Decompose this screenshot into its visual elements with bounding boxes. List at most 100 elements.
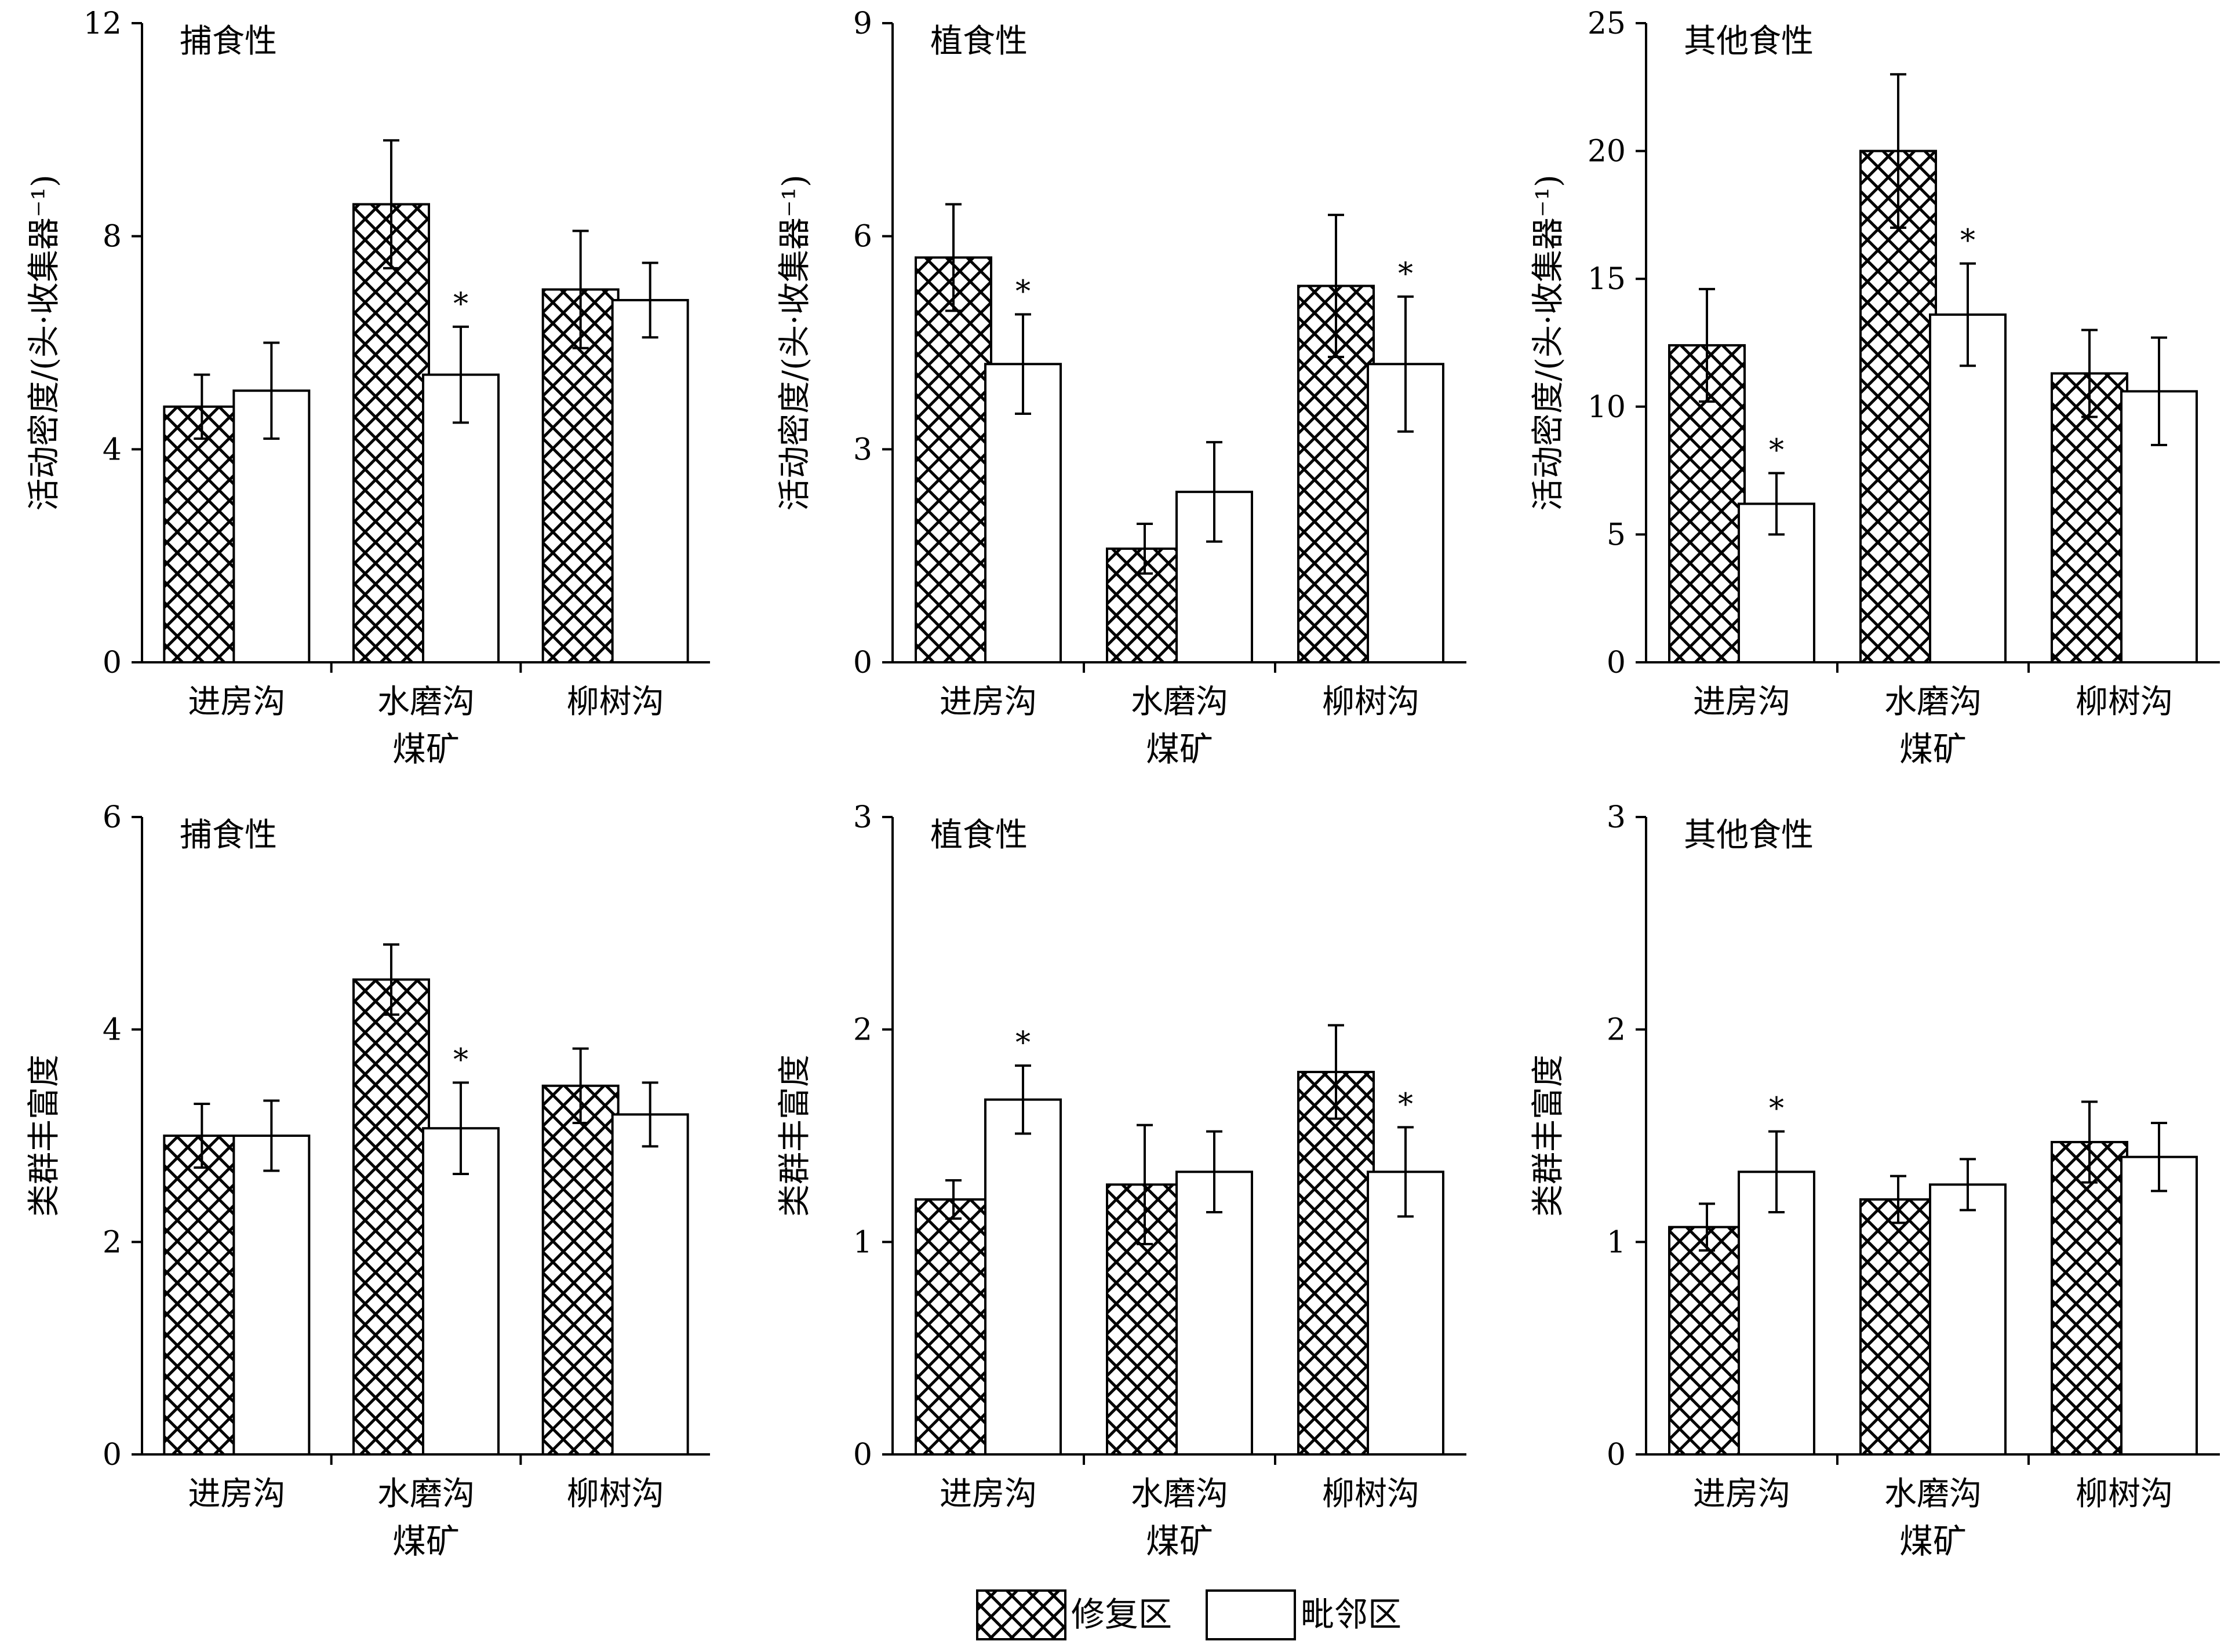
x-tick-label: 水磨沟	[1884, 683, 1982, 721]
x-axis-label: 煤矿	[1146, 1522, 1213, 1561]
bar-adjacent-1	[232, 1135, 311, 1456]
bar-adjacent-2	[1175, 1170, 1253, 1456]
bar-restored-1	[163, 405, 241, 663]
bar-adjacent-1	[1738, 1170, 1815, 1456]
y-tick-label: 12	[83, 6, 122, 41]
significance-star: *	[1769, 433, 1784, 468]
y-tick-label: 20	[1588, 134, 1626, 169]
y-tick-label: 2	[853, 1013, 872, 1048]
y-tick-label: 6	[853, 220, 872, 254]
bar-restored-3	[1297, 1071, 1375, 1456]
y-axis-label: 类群丰富度	[776, 1055, 814, 1217]
bar-restored-1	[915, 1198, 992, 1456]
significance-star: *	[1398, 257, 1413, 291]
y-tick-label: 3	[853, 432, 872, 467]
x-tick-label: 进房沟	[188, 1475, 285, 1513]
significance-star: *	[1769, 1092, 1784, 1126]
x-tick-label: 水磨沟	[377, 683, 475, 721]
bar-adjacent-3	[611, 1113, 689, 1456]
x-axis-label: 煤矿	[1146, 730, 1213, 769]
y-tick-label: 0	[1607, 1438, 1626, 1472]
bar-restored-2	[352, 203, 430, 663]
x-axis-label: 煤矿	[1899, 1522, 1967, 1561]
legend-label-restored: 修复区	[1071, 1595, 1172, 1634]
y-tick-label: 15	[1588, 262, 1626, 297]
bar-adjacent-3	[2120, 1155, 2198, 1456]
y-tick-label: 4	[103, 1013, 122, 1048]
significance-star: *	[1398, 1087, 1413, 1122]
significance-star: *	[453, 287, 468, 322]
y-axis-label: 类群丰富度	[26, 1055, 63, 1217]
y-tick-label: 1	[853, 1225, 872, 1260]
bar-restored-3	[541, 1084, 620, 1456]
y-tick-label: 10	[1588, 390, 1626, 425]
x-tick-label: 水磨沟	[1884, 1475, 1982, 1513]
y-tick-label: 2	[1607, 1013, 1626, 1048]
y-tick-label: 9	[853, 6, 872, 41]
bar-adjacent-2	[1929, 1183, 2007, 1456]
panel-title: 植食性	[930, 816, 1028, 854]
x-tick-label: 进房沟	[188, 683, 285, 721]
x-axis-label: 煤矿	[392, 730, 460, 769]
bar-restored-2	[1859, 149, 1937, 664]
panel-title: 植食性	[930, 23, 1028, 60]
panel-title: 捕食性	[180, 23, 277, 60]
x-tick-label: 进房沟	[940, 683, 1037, 721]
x-tick-label: 柳树沟	[567, 683, 664, 721]
bar-restored-1	[163, 1135, 241, 1456]
bar-restored-2	[1859, 1198, 1937, 1456]
legend-label-adjacent: 毗邻区	[1301, 1595, 1401, 1634]
x-tick-label: 柳树沟	[1322, 683, 1419, 721]
significance-star: *	[1015, 1026, 1031, 1060]
y-axis-label: 活动密度/(头·收集器⁻¹)	[26, 174, 63, 510]
y-tick-label: 6	[103, 800, 122, 835]
legend: 修复区 毗邻区	[976, 1589, 1401, 1640]
y-tick-label: 0	[1607, 646, 1626, 680]
bar-adjacent-3	[611, 298, 689, 663]
bar-adjacent-1	[984, 1098, 1062, 1456]
y-tick-label: 0	[103, 646, 122, 680]
bar-restored-1	[915, 256, 992, 663]
x-tick-label: 水磨沟	[1131, 683, 1228, 721]
significance-star: *	[1015, 274, 1031, 309]
x-tick-label: 柳树沟	[1322, 1475, 1419, 1513]
x-tick-label: 进房沟	[940, 1475, 1037, 1513]
x-tick-label: 进房沟	[1693, 1475, 1790, 1513]
x-tick-label: 柳树沟	[567, 1475, 664, 1513]
y-axis-label: 类群丰富度	[1530, 1055, 1567, 1217]
x-tick-label: 柳树沟	[2076, 1475, 2173, 1513]
y-tick-label: 0	[853, 646, 872, 680]
panel-title: 其他食性	[1684, 816, 1814, 854]
x-tick-label: 水磨沟	[377, 1475, 475, 1513]
y-tick-label: 5	[1607, 517, 1626, 552]
y-tick-label: 3	[853, 800, 872, 835]
bar-adjacent-2	[1175, 490, 1253, 663]
y-tick-label: 0	[853, 1438, 872, 1472]
x-axis-label: 煤矿	[1899, 730, 1967, 769]
bar-adjacent-2	[422, 1127, 500, 1456]
y-tick-label: 4	[103, 432, 122, 467]
legend-swatch-restored	[976, 1589, 1066, 1640]
y-tick-label: 1	[1607, 1225, 1626, 1260]
x-tick-label: 柳树沟	[2076, 683, 2173, 721]
legend-swatch-adjacent	[1206, 1589, 1296, 1640]
x-tick-label: 水磨沟	[1131, 1475, 1228, 1513]
bar-restored-3	[2051, 1141, 2128, 1456]
bar-restored-2	[352, 978, 430, 1456]
y-tick-label: 8	[103, 220, 122, 254]
y-axis-label: 活动密度/(头·收集器⁻¹)	[776, 174, 814, 510]
bar-restored-1	[1668, 1226, 1746, 1456]
y-tick-label: 2	[103, 1225, 122, 1260]
y-tick-label: 3	[1607, 800, 1626, 835]
significance-star: *	[453, 1042, 468, 1077]
panel-title: 捕食性	[180, 816, 277, 854]
y-tick-label: 25	[1588, 6, 1626, 41]
y-tick-label: 0	[103, 1438, 122, 1472]
y-axis-label: 活动密度/(头·收集器⁻¹)	[1530, 174, 1567, 510]
